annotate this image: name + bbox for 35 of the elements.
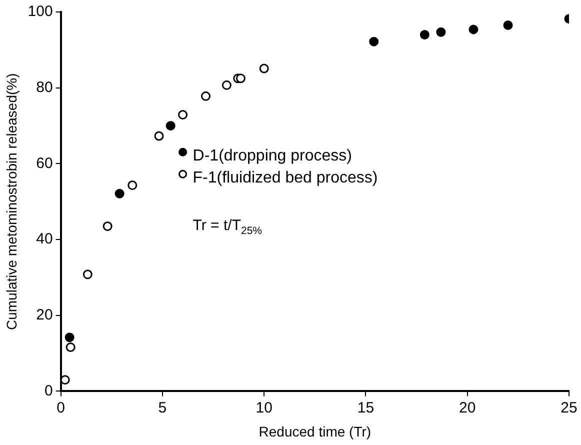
point xyxy=(436,27,446,37)
point xyxy=(259,64,269,74)
point xyxy=(66,342,76,352)
y-tick-label: 100 xyxy=(28,3,53,20)
x-tick-label: 10 xyxy=(256,399,272,416)
point xyxy=(420,30,430,40)
x-tick-label: 20 xyxy=(459,399,476,416)
y-tick-label: 80 xyxy=(36,78,53,96)
point xyxy=(236,74,246,84)
legend-label: F-1(fluidized bed process) xyxy=(192,170,378,186)
point xyxy=(114,188,124,198)
y-tick-label: 0 xyxy=(44,382,53,400)
point xyxy=(222,80,232,90)
y-tick-label: 40 xyxy=(36,230,53,248)
y-axis-title: Cumulative metominostrobin released(%) xyxy=(3,73,20,330)
point xyxy=(102,222,112,231)
x-tick-label: 25 xyxy=(560,399,578,416)
point xyxy=(468,24,478,34)
y-tick-label: 60 xyxy=(36,154,53,172)
point xyxy=(64,332,74,342)
legend-label: D-1(dropping process) xyxy=(192,148,352,164)
x-tick-label: 0 xyxy=(56,399,65,416)
x-axis-title: Reduced time (Tr) xyxy=(258,423,372,440)
point xyxy=(128,180,138,190)
point xyxy=(503,20,513,30)
point xyxy=(201,91,211,101)
point xyxy=(166,121,176,131)
point xyxy=(60,375,70,385)
x-tick-label: 5 xyxy=(158,399,167,416)
y-tick-label: 20 xyxy=(36,306,53,324)
point xyxy=(82,270,92,280)
x-tick-label: 15 xyxy=(357,399,374,416)
point xyxy=(369,36,379,46)
point xyxy=(154,131,164,141)
point xyxy=(178,110,188,120)
